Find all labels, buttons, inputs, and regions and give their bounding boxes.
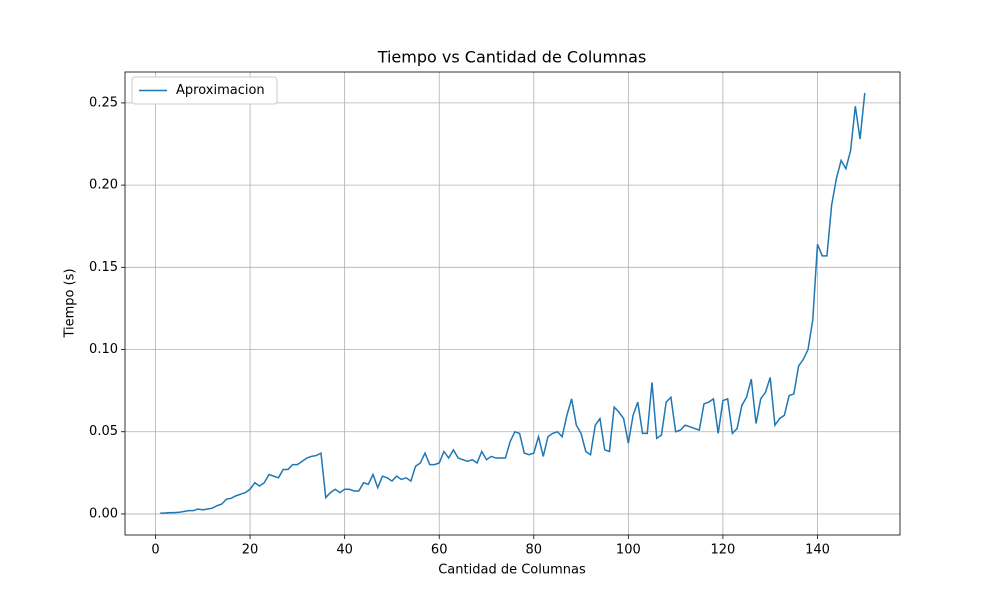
plot-frame [124, 71, 901, 536]
y-tick-label: 0.10 [89, 342, 118, 357]
x-tick-label: 120 [711, 543, 736, 558]
y-tick-label: 0.05 [89, 424, 118, 439]
legend-label: Aproximacion [176, 83, 265, 98]
x-tick-label: 100 [616, 543, 641, 558]
y-tick-label: 0.20 [89, 178, 118, 193]
x-axis-label: Cantidad de Columnas [438, 563, 586, 578]
x-tick-label: 40 [336, 543, 353, 558]
x-tick-label: 0 [151, 543, 159, 558]
y-tick-label: 0.15 [89, 260, 118, 275]
x-tick-label: 60 [431, 543, 448, 558]
x-tick-label: 80 [526, 543, 543, 558]
data-line [160, 92, 866, 514]
y-axis-label: Tiempo (s) [63, 268, 78, 338]
x-tick-label: 20 [242, 543, 259, 558]
chart-title: Tiempo vs Cantidad de Columnas [377, 48, 647, 67]
x-tick-label: 140 [805, 543, 830, 558]
y-tick-label: 0.25 [89, 95, 118, 110]
legend-box [131, 76, 278, 105]
y-tick-label: 0.00 [89, 506, 118, 521]
